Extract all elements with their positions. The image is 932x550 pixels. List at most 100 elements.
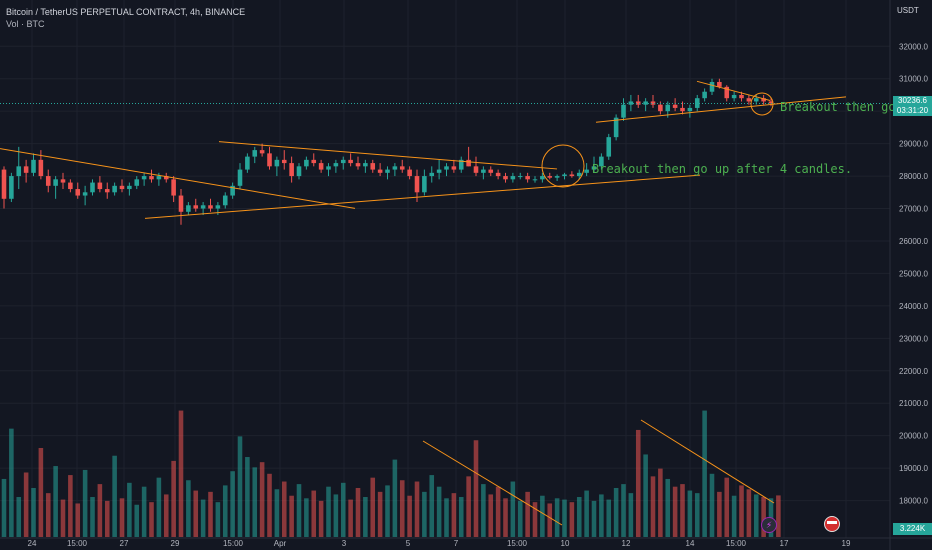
volume-bar [326,486,331,537]
candle-body [599,156,604,167]
volume-bar [650,476,656,537]
volume-bar [60,499,66,537]
volume-bar [540,495,545,537]
candle-body [289,163,294,177]
candle-body [90,182,95,193]
volume-trendline-2 [640,419,775,504]
volume-bar [739,485,744,537]
candle-body [104,189,110,193]
candle-body [407,169,412,177]
volume-bar [333,494,339,537]
currency-label[interactable]: USDT [897,6,919,15]
volume-bar [436,486,442,537]
candle-body [1,169,7,199]
volume-bar [222,485,228,537]
x-tick-label: 15:00 [726,539,747,548]
candle-body [422,176,427,193]
candle-body [532,179,538,181]
y-tick-label: 25000.0 [899,269,928,278]
volume-bar [178,410,184,537]
x-tick-label: 15:00 [67,539,88,548]
y-tick-label: 21000.0 [899,399,928,408]
volume-bar [488,494,494,537]
volume-bar [237,436,243,537]
volume-bar [119,498,125,537]
volume-bar [156,477,162,537]
trendline-descending-resistance [218,141,558,170]
candle-body [38,159,44,177]
trendline-ascending-support [144,174,701,219]
candle-body [392,166,398,170]
candle-body [385,169,390,173]
trendline-downtrend [0,148,356,209]
candle-body [355,163,361,167]
candle-body [149,176,154,180]
volume-bar [665,478,671,537]
candle-body [517,176,523,178]
candle-body [488,169,494,173]
volume-bar [591,500,597,537]
candle-body [296,166,302,177]
flag-icon[interactable] [824,516,840,532]
candle-body [510,176,516,180]
volume-bar [377,491,383,537]
volume-bar [724,477,730,537]
volume-bar [171,460,176,537]
candle-body [340,159,346,164]
volume-bar [687,490,693,537]
y-tick-label: 31000.0 [899,75,928,84]
candle-body [75,189,81,196]
volume-bar [621,484,626,537]
candle-body [97,182,103,190]
volume-bar [45,493,51,537]
y-tick-label: 24000.0 [899,302,928,311]
candle-body [171,179,176,196]
candle-body [163,176,169,180]
x-tick-label: 24 [28,539,37,548]
breakout-circle [750,92,774,116]
volume-bar [731,495,737,537]
candle-body [753,98,759,102]
volume-bar [628,493,634,537]
candle-body [318,163,324,170]
candle-body [53,179,58,186]
volume-bar [311,490,317,537]
volume-bar [658,468,663,537]
candle-body [451,166,457,170]
candle-body [60,179,66,183]
candle-body [672,104,678,108]
volume-bar [407,495,412,537]
volume-bar [429,475,435,537]
x-tick-label: 14 [686,539,695,548]
volume-bar [554,498,560,537]
y-tick-label: 32000.0 [899,42,928,51]
candle-body [613,117,619,138]
y-tick-label: 22000.0 [899,367,928,376]
volume-bar [746,489,752,537]
candle-body [658,104,663,112]
y-tick-label: 26000.0 [899,237,928,246]
bolt-icon[interactable]: ⚡ [761,517,777,533]
volume-bar [776,495,781,537]
volume-bar [289,495,294,537]
candle-body [252,150,258,157]
candle-body [348,159,353,164]
volume-bar [281,481,287,537]
candle-body [694,98,700,108]
volume-bar [547,503,553,537]
candle-body [687,107,693,112]
y-tick-label: 27000.0 [899,205,928,214]
candle-body [193,205,199,209]
y-tick-label: 28000.0 [899,172,928,181]
candle-body [134,179,140,186]
volume-bar [414,481,420,537]
volume-bar [200,499,206,537]
candle-body [503,176,508,180]
candle-body [569,174,575,177]
trendline-upper-channel [595,96,847,123]
candle-body [414,176,420,193]
candle-body [702,91,707,99]
volume-bar [245,457,250,537]
